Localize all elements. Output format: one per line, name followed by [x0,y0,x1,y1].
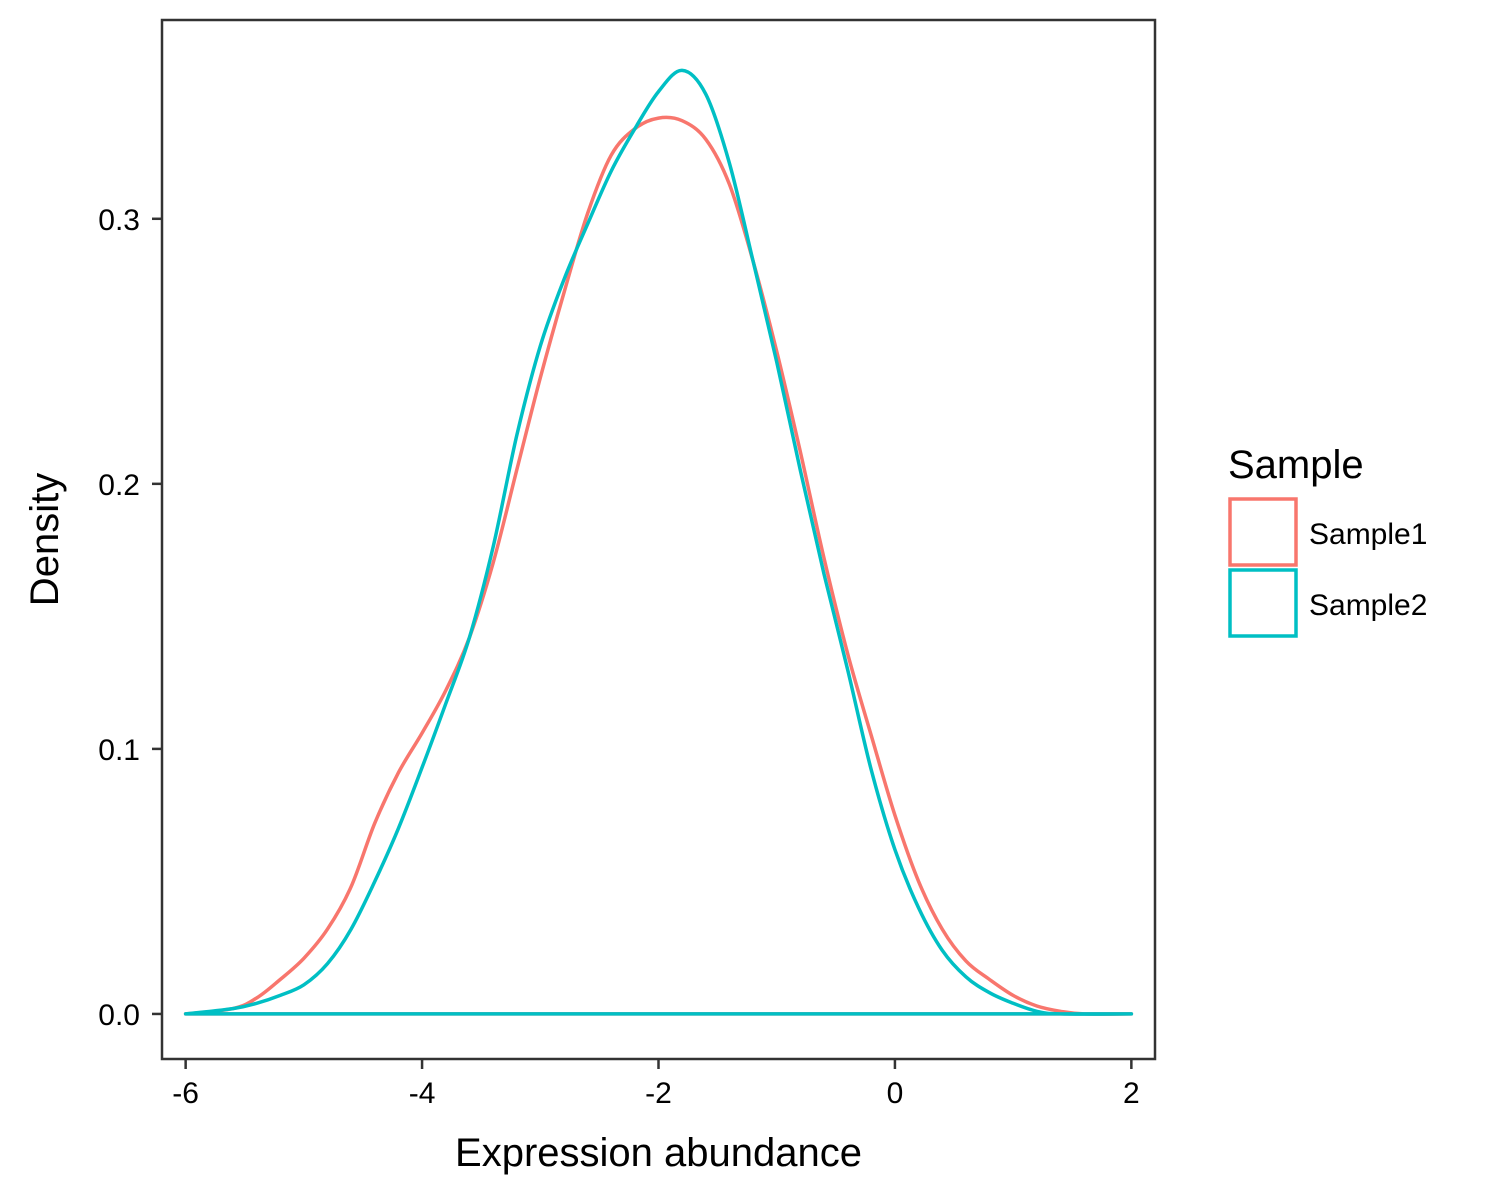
x-tick-label: -6 [172,1077,199,1110]
x-tick-label: -2 [645,1077,672,1110]
y-tick-label: 0.1 [98,734,140,767]
x-tick-label: 2 [1123,1077,1140,1110]
x-tick-label: -4 [409,1077,436,1110]
legend-title: Sample [1228,443,1364,487]
y-tick-label: 0.3 [98,204,140,237]
density-curve-1 [183,115,1134,1016]
legend: Sample Sample1 Sample2 [1228,443,1427,638]
x-axis: -6 -4 -2 0 2 [172,1059,1140,1110]
x-tick-label: 0 [887,1077,904,1110]
legend-items: Sample1 Sample2 [1228,497,1427,638]
y-axis: 0.0 0.1 0.2 0.3 [98,204,162,1032]
density-curve-2 [183,68,1134,1016]
y-tick-label: 0.0 [98,999,140,1032]
legend-key-2 [1228,568,1298,638]
legend-key-1 [1228,497,1298,567]
x-axis-title: Expression abundance [455,1131,862,1175]
series-layer [183,68,1134,1016]
y-axis-title: Density [23,473,67,606]
legend-label-2: Sample2 [1309,589,1427,622]
legend-label-1: Sample1 [1309,518,1427,551]
y-tick-label: 0.2 [98,469,140,502]
